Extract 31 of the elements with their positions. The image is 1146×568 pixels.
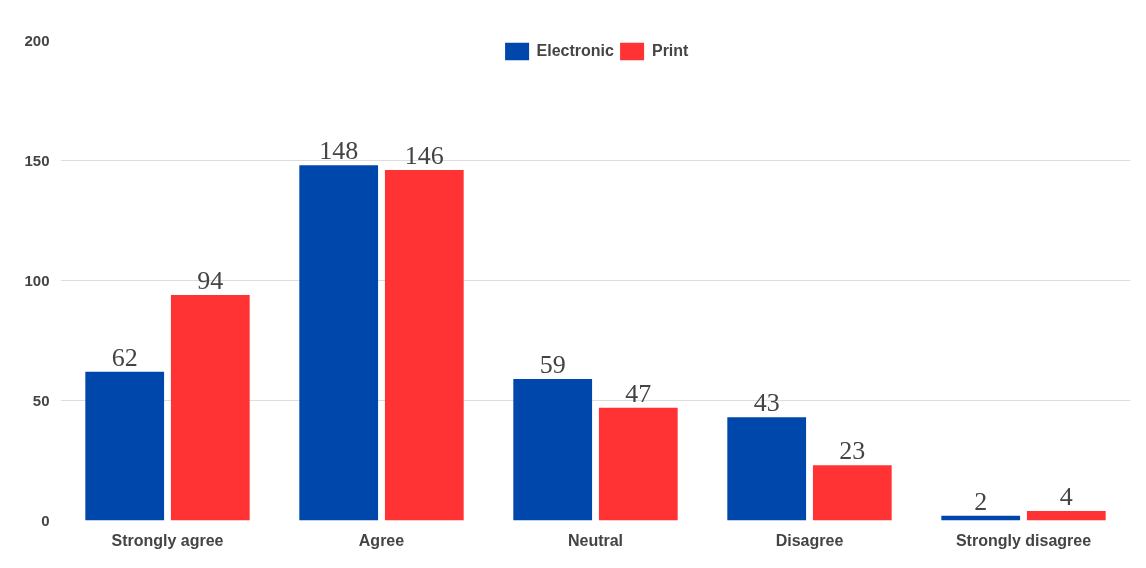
y-tick-label: 50 xyxy=(32,391,50,409)
bar xyxy=(812,465,892,521)
bar xyxy=(1026,510,1106,521)
data-label: 43 xyxy=(753,388,780,418)
data-label: 59 xyxy=(539,349,566,379)
x-tick-label: Strongly disagree xyxy=(955,531,1092,549)
y-tick-label: 0 xyxy=(41,511,50,529)
x-tick-label: Strongly agree xyxy=(111,531,224,549)
data-label: 62 xyxy=(111,342,138,372)
y-tick-label: 200 xyxy=(24,31,50,49)
bar xyxy=(384,170,464,521)
data-label: 148 xyxy=(319,136,359,166)
legend-label: Print xyxy=(651,42,689,60)
x-tick-label: Neutral xyxy=(567,531,624,549)
x-tick-label: Agree xyxy=(358,531,405,549)
x-tick-label: Disagree xyxy=(775,531,844,549)
y-tick-label: 150 xyxy=(24,151,50,169)
y-tick-label: 100 xyxy=(24,271,50,289)
data-label: 23 xyxy=(839,436,866,466)
data-label: 47 xyxy=(625,378,652,408)
data-label: 4 xyxy=(1059,481,1073,511)
bar xyxy=(299,165,379,521)
bar xyxy=(598,407,678,521)
legend-label: Electronic xyxy=(536,42,614,60)
bar xyxy=(513,378,593,521)
bar xyxy=(170,294,250,521)
data-label: 146 xyxy=(404,141,444,171)
bar xyxy=(85,371,165,521)
bar xyxy=(727,417,807,521)
data-label: 2 xyxy=(974,486,988,516)
data-label: 94 xyxy=(197,265,224,295)
